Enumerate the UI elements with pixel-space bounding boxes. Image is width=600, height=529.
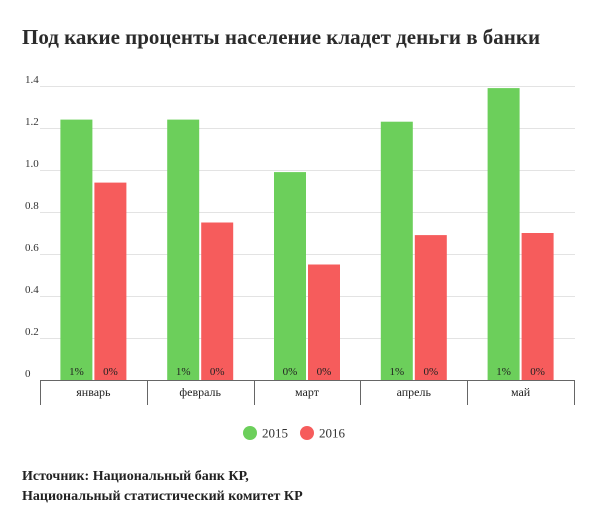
legend: 2015 2016: [243, 426, 346, 441]
y-tick-label: 1.4: [25, 74, 39, 86]
bar-2015-3: [274, 172, 306, 380]
legend-label-2016: 2016: [319, 426, 346, 441]
data-label: 1%: [69, 366, 84, 378]
legend-swatch-2016: [300, 426, 314, 440]
data-label: 0%: [210, 366, 225, 378]
y-tick-label: 0: [25, 368, 31, 380]
x-tick-label: апрель: [397, 385, 432, 399]
chart-labels: 0 0.2 0.4 0.6 0.8 1.0 1.2 1.4 1% 1% 0% 1% 1% 0% 0% 0% 0%…: [25, 74, 545, 399]
data-label: 0%: [317, 366, 332, 378]
y-tick-label: 0.4: [25, 284, 39, 296]
y-tick-label: 0.6: [25, 242, 39, 254]
bar-2015-1: [60, 119, 93, 380]
x-tick-label: февраль: [179, 385, 221, 399]
x-tick-label: март: [295, 385, 320, 399]
bar-2016-2: [201, 222, 234, 380]
legend-item-2015: 2015: [243, 426, 288, 441]
data-label: 1%: [389, 366, 404, 378]
data-label: 0%: [423, 366, 438, 378]
y-tick-label: 0.8: [25, 200, 39, 212]
gridlines: [40, 86, 575, 339]
chart-title: Под какие проценты население кладет день…: [22, 25, 541, 49]
legend-label-2015: 2015: [262, 426, 288, 441]
data-label: 1%: [496, 366, 511, 378]
bar-2015-4: [380, 121, 413, 380]
data-label: 1%: [176, 366, 191, 378]
x-axis: [40, 380, 575, 405]
y-tick-label: 0.2: [25, 326, 39, 338]
legend-swatch-2015: [243, 426, 257, 440]
data-label: 0%: [103, 366, 118, 378]
y-tick-label: 1.0: [25, 158, 39, 170]
bars: [60, 88, 554, 380]
bar-2016-5: [521, 233, 554, 380]
x-tick-label: январь: [76, 385, 111, 399]
bar-2015-5: [487, 88, 520, 380]
data-label: 0%: [530, 366, 545, 378]
legend-item-2016: 2016: [300, 426, 346, 441]
y-tick-label: 1.2: [25, 116, 39, 128]
bar-2015-2: [167, 119, 200, 380]
source-line-1: Источник: Национальный банк КР,: [22, 469, 249, 484]
bar-2016-1: [94, 182, 127, 380]
source-line-2: Национальный статистический комитет КР: [22, 489, 303, 504]
source-note: Источник: Национальный банк КР, Национал…: [22, 467, 303, 507]
data-label: 0%: [283, 366, 298, 378]
x-tick-label: май: [511, 385, 531, 399]
bar-2016-4: [414, 235, 447, 380]
bar-2016-3: [308, 264, 340, 380]
